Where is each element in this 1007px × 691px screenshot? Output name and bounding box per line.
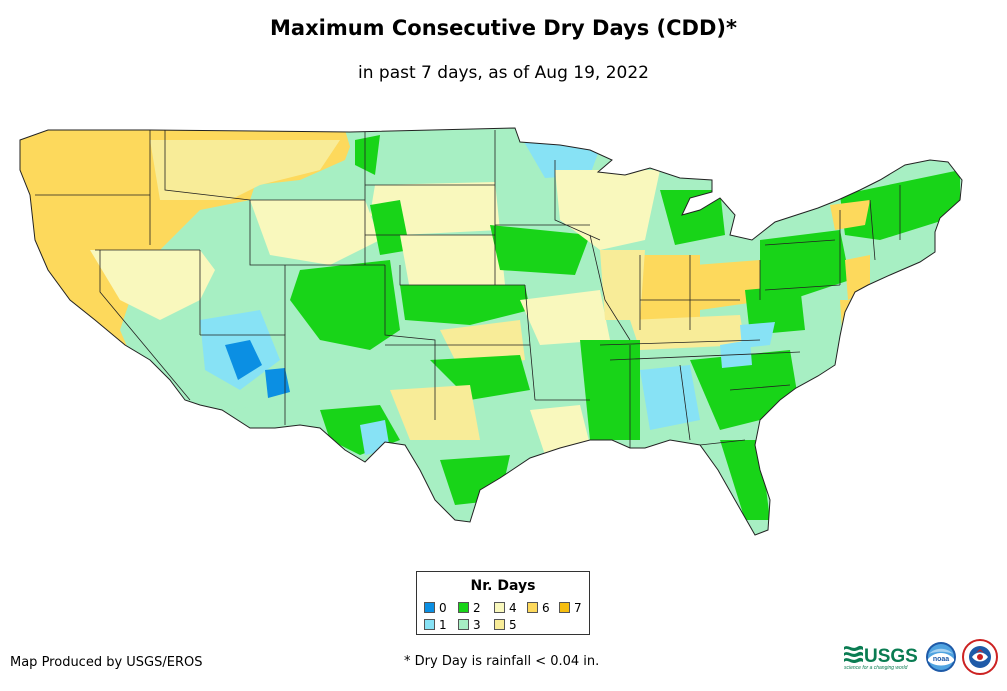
map-title: Maximum Consecutive Dry Days (CDD)* [270,16,737,40]
legend-swatch-0 [424,602,435,613]
usgs-logo-text: USGS [864,646,918,667]
legend-swatch-7 [559,602,570,613]
legend-label-5: 5 [509,618,517,632]
map-credit: Map Produced by USGS/EROS [10,655,203,670]
dry-day-footnote: * Dry Day is rainfall < 0.04 in. [404,654,600,669]
usgs-tagline: science for a changing world [844,665,908,671]
legend-label-4: 4 [509,601,517,615]
legend-swatch-6 [527,602,538,613]
legend-swatch-5 [494,619,505,630]
legend-label-0: 0 [439,601,447,615]
noaa-logo-text: noaa [933,656,949,663]
legend-swatch-4 [494,602,505,613]
map-subtitle: in past 7 days, as of Aug 19, 2022 [358,63,649,83]
noaa-logo: noaa [926,642,956,672]
legend: Nr. Days 0 1 2 3 4 5 6 7 [416,571,590,635]
dry-days-fill [20,128,962,535]
legend-title: Nr. Days [470,578,536,594]
legend-label-2: 2 [473,601,481,615]
legend-swatch-1 [424,619,435,630]
state-borders [35,130,901,448]
legend-swatch-2 [458,602,469,613]
legend-label-7: 7 [574,601,582,615]
legend-label-6: 6 [542,601,550,615]
nws-logo [962,639,998,675]
legend-label-1: 1 [439,618,447,632]
usgs-logo: USGS science for a changing world [844,645,918,671]
legend-swatch-3 [458,619,469,630]
legend-label-3: 3 [473,618,481,632]
